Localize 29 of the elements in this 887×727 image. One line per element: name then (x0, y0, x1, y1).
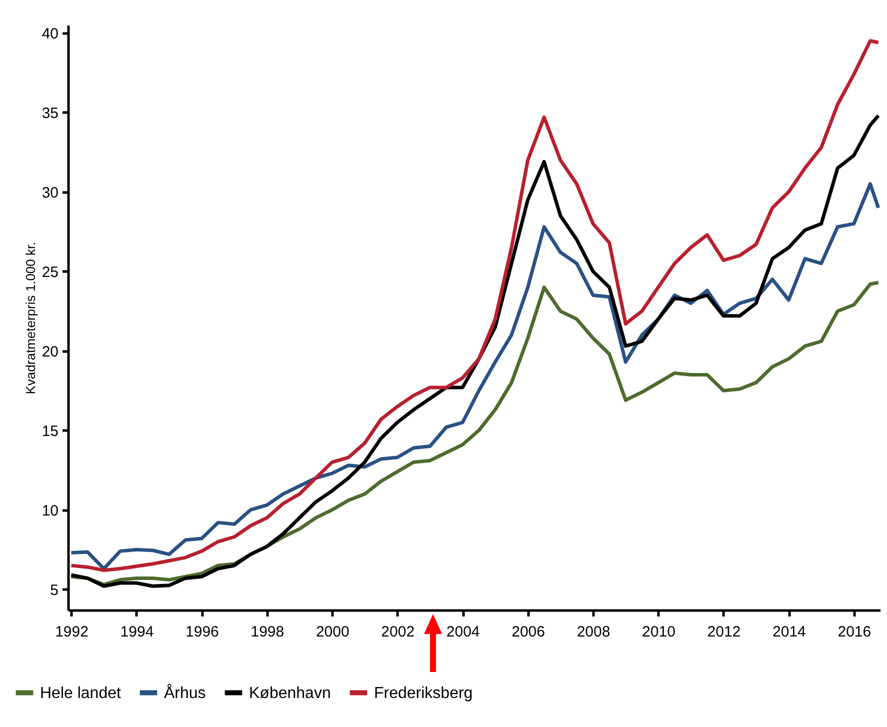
x-tick-label: 2014 (772, 624, 806, 640)
y-tick-label: 40 (42, 25, 58, 42)
line-series (70, 182, 880, 570)
y-tick-label: 25 (42, 264, 58, 281)
line-series (70, 280, 880, 586)
x-tick-label: 2016 (838, 624, 872, 640)
x-tick-label: 2004 (446, 624, 480, 640)
x-tick-label: 2000 (316, 624, 350, 640)
y-axis-title: Kvadratmeterpris 1.000 kr. (22, 242, 38, 394)
y-tick-label: 30 (42, 184, 58, 202)
legend-label: Århus (164, 684, 206, 702)
x-tick-label: 1992 (55, 624, 88, 640)
x-tick-label: 2002 (381, 624, 415, 640)
x-tick-label: 2006 (512, 624, 545, 640)
x-tick-label: 1996 (186, 624, 219, 640)
legend-label: København (249, 684, 331, 702)
x-tick-label: 2010 (642, 624, 676, 640)
line-series (70, 39, 880, 572)
x-tick-label: 1994 (120, 624, 154, 640)
x-tick-label: 2012 (707, 624, 741, 640)
y-tick-label: 15 (42, 422, 58, 440)
legend-label: Frederiksberg (374, 684, 473, 702)
legend-label: Hele landet (40, 684, 122, 702)
y-tick-label: 5 (50, 582, 58, 599)
y-tick-label: 20 (42, 343, 58, 360)
y-tick-label: 10 (42, 502, 58, 520)
y-tick-label: 35 (42, 104, 58, 122)
x-tick-label: 1998 (250, 624, 284, 640)
x-tick-label: 2008 (576, 624, 610, 640)
